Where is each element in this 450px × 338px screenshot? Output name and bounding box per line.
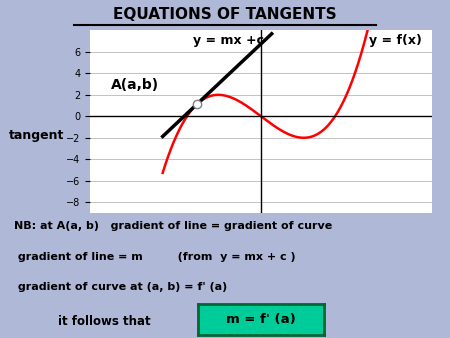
Text: gradient of curve at (a, b) = f' (a): gradient of curve at (a, b) = f' (a) [14, 282, 227, 292]
Text: y = f(x): y = f(x) [369, 34, 422, 47]
Text: EQUATIONS OF TANGENTS: EQUATIONS OF TANGENTS [113, 6, 337, 22]
Text: A(a,b): A(a,b) [111, 78, 159, 92]
Text: NB: at A(a, b)   gradient of line = gradient of curve: NB: at A(a, b) gradient of line = gradie… [14, 221, 332, 232]
Text: m = f' (a): m = f' (a) [226, 313, 296, 326]
Text: tangent: tangent [9, 129, 64, 142]
Text: y = mx +c: y = mx +c [193, 34, 264, 47]
Text: gradient of line = m         (from  y = mx + c ): gradient of line = m (from y = mx + c ) [14, 252, 295, 262]
Text: it follows that: it follows that [58, 315, 151, 328]
